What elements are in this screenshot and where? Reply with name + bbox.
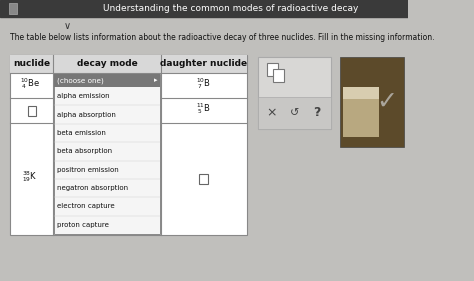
Bar [27, 105, 36, 115]
Text: ✓: ✓ [376, 90, 397, 114]
Bar [343, 87, 379, 99]
Text: $^{38}_{19}$K: $^{38}_{19}$K [22, 169, 38, 184]
Bar [273, 69, 284, 82]
Bar [10, 55, 247, 73]
Text: ▸: ▸ [154, 78, 157, 83]
Bar [54, 74, 160, 87]
Text: positron emission: positron emission [57, 167, 118, 173]
Bar [9, 3, 17, 14]
Text: $^{10}_{\ 4}$Be: $^{10}_{\ 4}$Be [20, 76, 40, 91]
Bar [54, 74, 160, 234]
Text: beta absorption: beta absorption [57, 148, 112, 154]
Text: proton capture: proton capture [57, 222, 109, 228]
Text: electron capture: electron capture [57, 203, 114, 209]
Bar [266, 63, 278, 76]
Bar [0, 0, 408, 17]
Text: decay mode: decay mode [77, 60, 137, 69]
Text: Understanding the common modes of radioactive decay: Understanding the common modes of radioa… [103, 4, 358, 13]
Text: beta emission: beta emission [57, 130, 106, 136]
Bar [343, 87, 379, 137]
Bar [200, 174, 208, 184]
Text: (choose one): (choose one) [57, 77, 103, 84]
Bar [258, 97, 331, 129]
Text: The table below lists information about the radioactive decay of three nuclides.: The table below lists information about … [10, 33, 435, 42]
Bar [340, 57, 404, 147]
Text: nuclide: nuclide [13, 60, 50, 69]
Text: alpha absorption: alpha absorption [57, 112, 116, 117]
Text: ↺: ↺ [290, 108, 300, 118]
Text: daughter nuclide: daughter nuclide [160, 60, 247, 69]
Bar [258, 57, 331, 129]
Text: alpha emission: alpha emission [57, 93, 109, 99]
Text: ?: ? [313, 106, 320, 119]
Bar [10, 55, 247, 235]
Text: ∨: ∨ [64, 21, 71, 31]
Text: $^{10}_{\ 7}$B: $^{10}_{\ 7}$B [196, 76, 211, 91]
Text: negatron absorption: negatron absorption [57, 185, 128, 191]
Text: ×: × [266, 106, 277, 119]
Text: $^{11}_{\ 5}$B: $^{11}_{\ 5}$B [196, 101, 211, 116]
